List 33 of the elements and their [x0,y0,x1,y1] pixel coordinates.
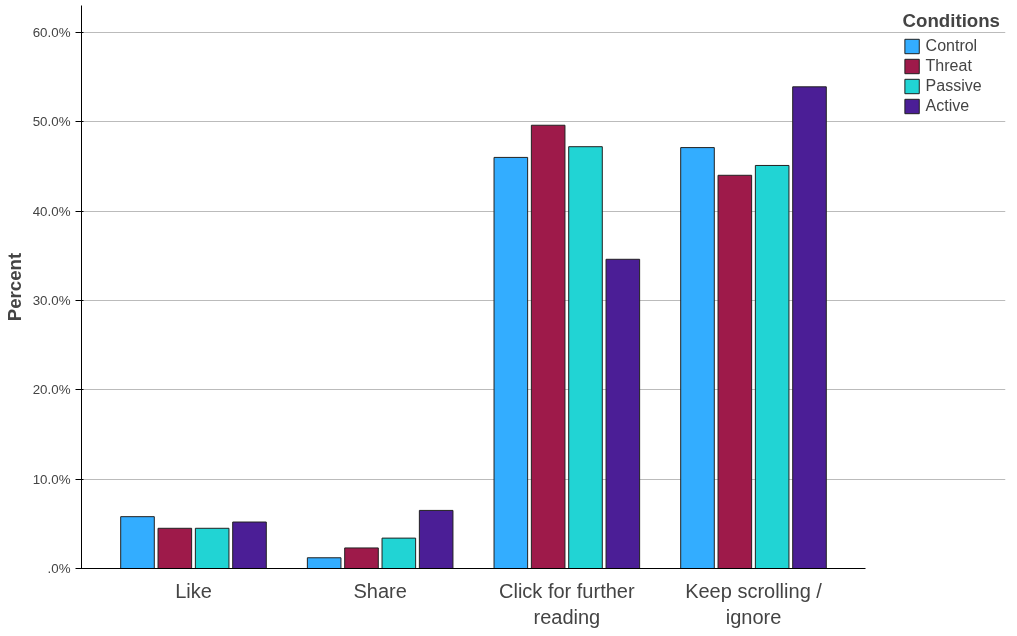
x-tick-label: Keep scrolling / ignore [685,579,823,628]
bar [792,86,827,569]
bar [418,509,454,569]
y-tick-label: 50.0% [32,114,71,130]
bar [344,547,379,569]
y-tick-label: .0% [47,561,71,576]
legend-label: Active [925,97,970,115]
x-tick-label: Click for further reading [499,579,635,628]
bar [232,521,267,569]
y-tick-label: 30.0% [32,292,71,308]
bar [194,527,230,569]
x-tick-label: Share [353,579,407,602]
legend-title: Conditions [902,10,1000,32]
bar [306,557,342,569]
bar [680,147,715,569]
y-tick-label: 60.0% [32,24,71,40]
bar [157,527,193,569]
bar [568,146,603,569]
bar [717,174,753,569]
bar [605,258,641,569]
bar [754,164,790,569]
y-tick-label: 20.0% [32,382,71,398]
legend-label: Passive [925,77,982,95]
bar [381,537,417,569]
y-tick-label: 40.0% [32,203,71,219]
bar [120,516,155,569]
legend-label: Threat [925,57,972,75]
bar [493,156,529,569]
x-tick-label: Like [175,579,212,602]
y-axis-title: Percent [3,252,25,322]
bar [530,124,566,569]
legend-label: Control [925,37,978,55]
y-tick-label: 10.0% [32,471,71,487]
